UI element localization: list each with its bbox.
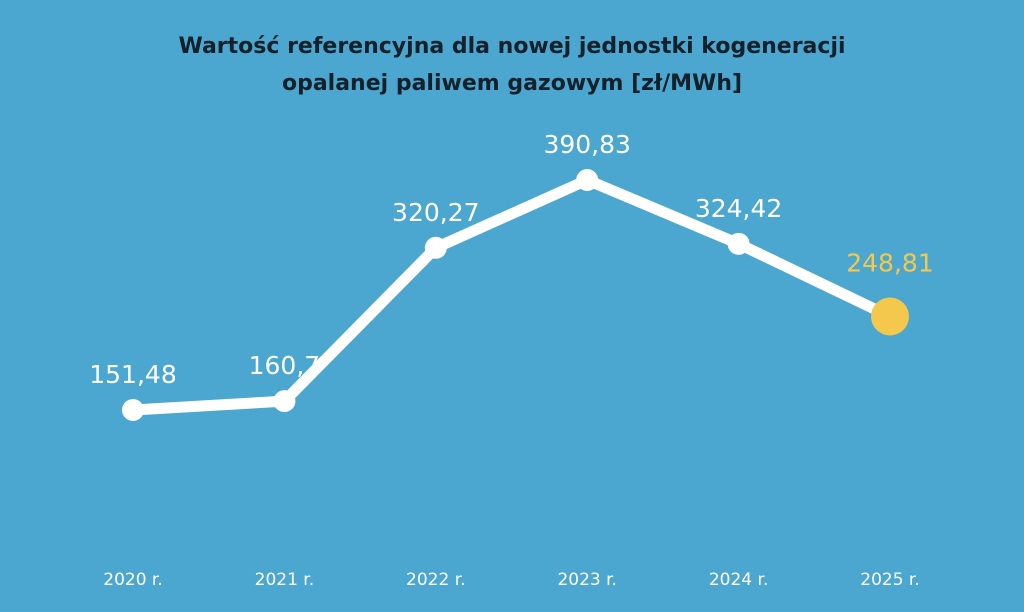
data-label-5: 324,42 (695, 194, 782, 223)
plot-area: 151,48 2020 r. 160,7 2021 r. 320,27 2022 r. 39… (89, 130, 933, 590)
data-point-1 (122, 399, 144, 421)
data-label-2: 160,7 (249, 351, 321, 380)
x-tick-label-4: 2023 r. (557, 570, 617, 590)
data-label-4: 390,83 (543, 130, 630, 159)
x-tick-label-5: 2024 r. (709, 570, 769, 590)
data-label-6: 248,81 (846, 248, 933, 277)
series-line (127, 174, 896, 416)
chart-title-line-2: opalanej paliwem gazowym [zł/MWh] (282, 71, 742, 96)
x-tick-label-2: 2021 r. (255, 570, 315, 590)
x-tick-label-3: 2022 r. (406, 570, 466, 590)
data-label-1: 151,48 (89, 360, 176, 389)
data-point-5 (727, 232, 750, 255)
x-tick-label-1: 2020 r. (103, 570, 163, 590)
data-point-2 (273, 390, 296, 413)
data-point-4 (576, 169, 599, 191)
x-tick-label-6: 2025 r. (860, 570, 920, 590)
data-point-6 (871, 297, 909, 336)
data-point-3 (424, 236, 447, 259)
chart-title-line-1: Wartość referencyjna dla nowej jednostki… (178, 34, 845, 59)
data-label-3: 320,27 (392, 198, 479, 227)
